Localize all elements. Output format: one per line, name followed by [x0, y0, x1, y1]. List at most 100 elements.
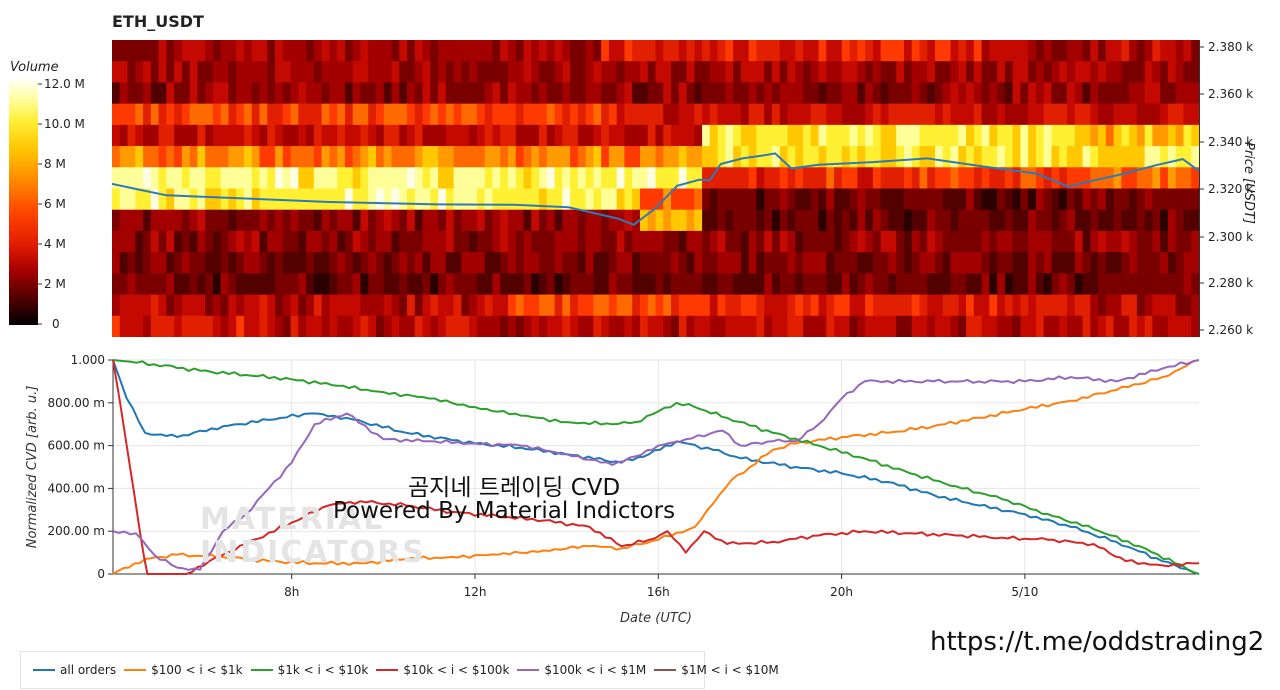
heatmap-cell — [927, 294, 936, 317]
cvd-x-tick-label: 16h — [647, 585, 670, 599]
heatmap-cell — [624, 273, 633, 295]
heatmap-cell — [1043, 230, 1053, 253]
heatmap-cell — [259, 40, 268, 62]
heatmap-cell — [1121, 82, 1130, 105]
telegram-url[interactable]: https://t.me/oddstrading2 — [930, 627, 1265, 657]
heatmap-cell — [360, 209, 369, 232]
heatmap-cell — [989, 209, 998, 232]
heatmap-cell — [966, 124, 975, 147]
heatmap-cell — [1105, 230, 1115, 253]
heatmap-cell — [671, 124, 680, 147]
orderbook-heatmap — [112, 40, 1199, 337]
heatmap-cell — [523, 167, 532, 189]
legend-item[interactable]: $1k < i < $10k — [250, 663, 368, 677]
heatmap-cell — [593, 103, 602, 126]
heatmap-cell — [717, 188, 726, 211]
heatmap-cell — [189, 61, 199, 83]
legend-item[interactable]: $100 < i < $1k — [124, 663, 243, 677]
heatmap-cell — [880, 252, 890, 274]
heatmap-cell — [484, 230, 494, 253]
heatmap-cell — [764, 61, 773, 83]
heatmap-cell — [143, 209, 152, 232]
heatmap-cell — [966, 167, 975, 189]
heatmap-cell — [593, 273, 602, 295]
heatmap-cell — [531, 209, 540, 232]
heatmap-cell — [1067, 230, 1076, 253]
heatmap-cell — [205, 188, 214, 211]
heatmap-cell — [577, 315, 587, 337]
heatmap-cell — [733, 103, 742, 126]
heatmap-cell — [1129, 188, 1138, 211]
heatmap-cell — [174, 167, 183, 189]
heatmap-cell — [865, 146, 874, 168]
heatmap-cell — [1144, 188, 1154, 211]
heatmap-cell — [818, 315, 827, 337]
heatmap-cell — [329, 315, 338, 337]
heatmap-cell — [593, 167, 602, 189]
heatmap-cell — [950, 103, 959, 126]
heatmap-cell — [1074, 209, 1084, 232]
heatmap-cell — [1129, 294, 1138, 317]
heatmap-cell — [1160, 273, 1169, 295]
heatmap-cell — [935, 40, 944, 62]
heatmap-cell — [500, 61, 509, 83]
heatmap-cell — [585, 188, 594, 211]
heatmap-cell — [166, 294, 175, 317]
heatmap-cell — [267, 252, 276, 274]
heatmap-cell — [391, 146, 400, 168]
heatmap-cell — [507, 294, 517, 317]
heatmap-cell — [1175, 103, 1185, 126]
heatmap-cell — [383, 273, 393, 295]
heatmap-cell — [306, 252, 315, 274]
legend-item[interactable]: $1M < i < $10M — [654, 663, 779, 677]
heatmap-cell — [399, 209, 408, 232]
heatmap-cell — [686, 146, 695, 168]
heatmap-cell — [709, 124, 719, 147]
heatmap-cell — [546, 82, 556, 105]
heatmap-cell — [546, 294, 556, 317]
heatmap-cell — [686, 188, 695, 211]
heatmap-cell — [950, 273, 959, 295]
heatmap-cell — [445, 40, 455, 62]
heatmap-cell — [399, 103, 408, 126]
heatmap-cell — [981, 273, 990, 295]
heatmap-cell — [523, 252, 532, 274]
heatmap-cell — [181, 40, 191, 62]
legend-item[interactable]: all orders — [33, 663, 116, 677]
heatmap-cell — [360, 230, 369, 253]
heatmap-cell — [212, 61, 222, 83]
heatmap-cell — [1028, 40, 1037, 62]
heatmap-cell — [709, 40, 719, 62]
heatmap-cell — [896, 167, 905, 189]
heatmap-cell — [826, 209, 835, 232]
heatmap-cell — [849, 146, 858, 168]
heatmap-cell — [337, 209, 346, 232]
heatmap-cell — [453, 146, 462, 168]
heatmap-cell — [593, 315, 602, 337]
heatmap-cell — [127, 315, 136, 337]
heatmap-cell — [709, 82, 719, 105]
heatmap-cell — [150, 61, 160, 83]
heatmap-cell — [639, 40, 649, 62]
heatmap-cell — [795, 315, 804, 337]
heatmap-cell — [220, 273, 230, 295]
heatmap-cell — [461, 146, 470, 168]
heatmap-cell — [733, 315, 742, 337]
heatmap-cell — [197, 294, 206, 317]
heatmap-cell — [841, 315, 851, 337]
heatmap-cell — [787, 273, 796, 295]
heatmap-cell — [267, 273, 276, 295]
heatmap-cell — [321, 124, 330, 147]
heatmap-cell — [1020, 315, 1029, 337]
legend-item[interactable]: $100k < i < $1M — [517, 663, 646, 677]
heatmap-cell — [290, 146, 299, 168]
heatmap-cell — [678, 61, 688, 83]
legend-label: $1M < i < $10M — [681, 663, 779, 677]
legend-item[interactable]: $10k < i < $100k — [376, 663, 509, 677]
heatmap-cell — [1129, 146, 1138, 168]
heatmap-cell — [1067, 167, 1076, 189]
heatmap-cell — [1012, 209, 1022, 232]
heatmap-cell — [143, 167, 152, 189]
heatmap-cell — [632, 61, 641, 83]
heatmap-cell — [368, 61, 377, 83]
